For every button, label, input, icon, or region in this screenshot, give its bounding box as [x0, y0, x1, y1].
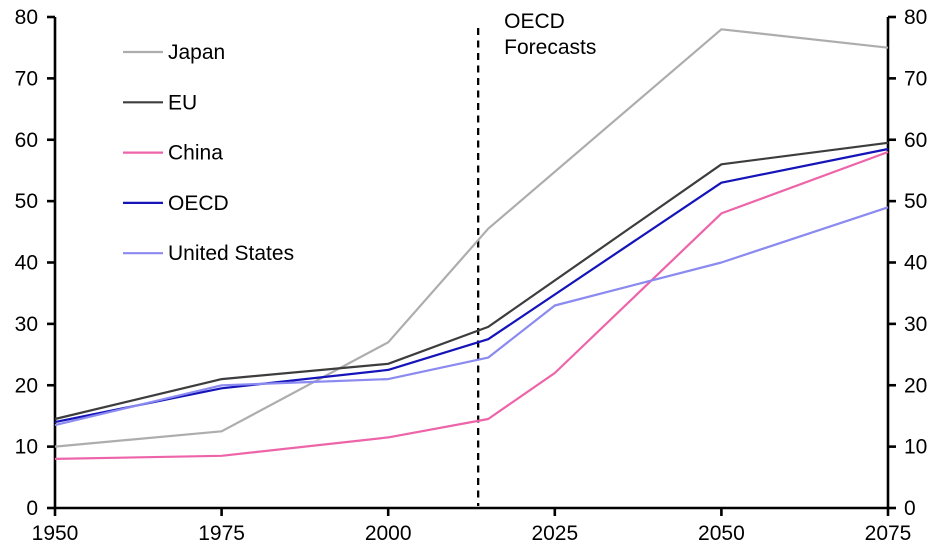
x-axis-tick-label: 1950 [32, 522, 79, 545]
legend-item-eu: EU [123, 91, 197, 114]
legend-item-oecd: OECD [123, 192, 229, 215]
y-axis-tick-label-right: 0 [904, 497, 916, 520]
y-axis-tick-label-left: 70 [15, 67, 38, 90]
y-axis-tick-label-left: 60 [15, 129, 38, 152]
x-axis-tick-label: 2025 [531, 522, 578, 545]
series-line-united-states [54, 206, 889, 427]
y-axis-tick-label-left: 80 [15, 6, 38, 29]
x-axis-tick-label: 2075 [865, 522, 912, 545]
y-axis-tick-label-left: 20 [15, 374, 38, 397]
y-axis-tick-label-left: 50 [15, 190, 38, 213]
series-line-oecd [54, 147, 889, 424]
y-axis-tick-label-right: 40 [904, 252, 927, 275]
x-axis-tick-label: 1975 [198, 522, 245, 545]
x-axis-tick-label: 2050 [698, 522, 745, 545]
y-axis-tick-label-left: 30 [15, 313, 38, 336]
x-axis-tick-label: 2000 [365, 522, 412, 545]
series-line-china [54, 150, 889, 460]
y-axis-tick-label-right: 50 [904, 190, 927, 213]
series-line-japan [54, 28, 889, 448]
forecast-annotation-line: Forecasts [504, 36, 596, 59]
legend-label-japan: Japan [168, 41, 225, 64]
y-axis-tick-label-right: 10 [904, 436, 927, 459]
legend-label-united-states: United States [168, 242, 294, 265]
legend-label-china: China [168, 142, 223, 165]
y-axis-tick-label-left: 10 [15, 436, 38, 459]
y-axis-tick-label-right: 70 [904, 67, 927, 90]
y-axis-tick-label-right: 80 [904, 6, 927, 29]
y-axis-tick-label-right: 60 [904, 129, 927, 152]
legend-item-china: China [123, 142, 223, 165]
y-axis-tick-label-left: 40 [15, 252, 38, 275]
y-axis-tick-label-right: 20 [904, 374, 927, 397]
forecast-annotation-line: OECD [504, 10, 565, 33]
series-line-eu [54, 141, 889, 421]
legend-label-eu: EU [168, 91, 197, 114]
y-axis-tick-label-left: 0 [26, 497, 38, 520]
y-axis-tick-label-right: 30 [904, 313, 927, 336]
legend-label-oecd: OECD [168, 192, 229, 215]
legend-item-japan: Japan [123, 41, 225, 64]
legend-item-united-states: United States [123, 242, 294, 265]
